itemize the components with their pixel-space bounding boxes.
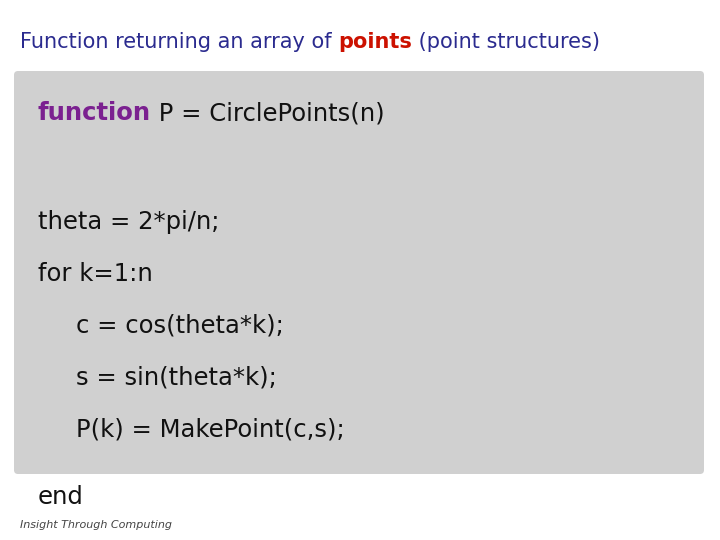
Text: P = CirclePoints(n): P = CirclePoints(n) [151,101,384,125]
Text: P(k) = MakePoint(c,s);: P(k) = MakePoint(c,s); [76,418,345,442]
FancyBboxPatch shape [14,71,704,474]
Text: for k=1:n: for k=1:n [38,262,153,286]
Text: points: points [338,32,412,52]
Text: Insight Through Computing: Insight Through Computing [20,520,172,530]
Text: s = sin(theta*k);: s = sin(theta*k); [76,366,277,390]
Text: theta = 2*pi/n;: theta = 2*pi/n; [38,210,220,234]
Text: function: function [38,101,151,125]
Text: (point structures): (point structures) [412,32,600,52]
Text: Function returning an array of: Function returning an array of [20,32,338,52]
Text: end: end [38,485,84,509]
Text: c = cos(theta*k);: c = cos(theta*k); [76,314,284,338]
